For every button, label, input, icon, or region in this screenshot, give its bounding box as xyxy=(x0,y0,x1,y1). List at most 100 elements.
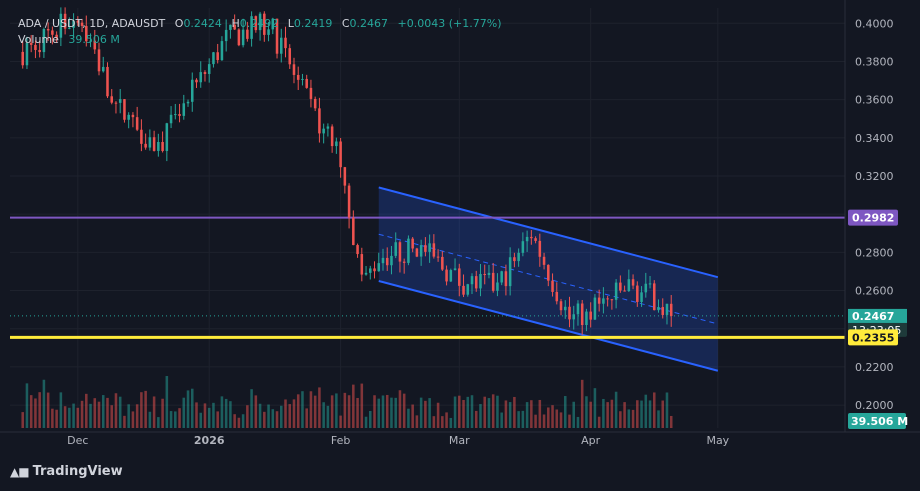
volume-bar xyxy=(161,398,164,428)
resistance-badge: 0.2982 xyxy=(852,212,894,225)
candle-body xyxy=(369,268,372,273)
volume-bar xyxy=(428,398,431,428)
volume-bar xyxy=(555,409,559,428)
x-tick-label: 2026 xyxy=(194,434,225,447)
volume-bar xyxy=(38,392,41,428)
candle-body xyxy=(89,40,92,42)
volume-bar xyxy=(661,400,665,428)
candle-body xyxy=(474,276,478,289)
volume-bar xyxy=(559,412,563,428)
candle-body xyxy=(394,242,397,256)
volume-bar xyxy=(445,412,448,428)
tradingview-footer[interactable]: ▲■ TradingView xyxy=(10,464,123,479)
symbol-label[interactable]: ADA / USDT, 1D, ADAUSDT xyxy=(18,17,166,30)
y-tick-label: 0.4000 xyxy=(855,17,894,30)
candle-body xyxy=(135,117,139,130)
candle-body xyxy=(644,283,648,293)
volume-bar xyxy=(614,391,618,428)
volume-bar xyxy=(487,398,491,428)
candle-body xyxy=(339,141,342,168)
volume-bar xyxy=(585,396,588,428)
volume-bar xyxy=(199,412,203,428)
candle-body xyxy=(68,27,71,29)
volume-bar xyxy=(250,389,253,428)
volume-bar xyxy=(335,393,338,428)
high-value: 0.2492 xyxy=(239,17,279,30)
volume-bar xyxy=(292,399,296,428)
x-tick-label: May xyxy=(706,434,729,447)
volume-bar xyxy=(305,408,308,428)
candle-body xyxy=(347,185,351,218)
candle-body xyxy=(652,283,656,311)
volume-bar xyxy=(271,409,275,428)
volume-bar xyxy=(538,399,542,428)
candle-body xyxy=(292,64,296,75)
resistance-badge-bg xyxy=(848,209,898,226)
volume-bar xyxy=(220,396,224,428)
candle-body xyxy=(542,256,546,265)
candle-body xyxy=(597,297,601,304)
volume-bar xyxy=(101,395,105,428)
candle-body xyxy=(144,143,147,148)
volume-bar xyxy=(551,405,554,428)
volume-bar xyxy=(441,416,444,428)
volume-bar xyxy=(500,412,503,428)
volume-bar xyxy=(110,405,113,428)
volume-bar xyxy=(246,405,249,428)
volume-bar xyxy=(619,411,622,428)
volume-bar xyxy=(597,416,601,428)
candle-body xyxy=(521,241,525,253)
volume-bar xyxy=(385,394,389,428)
volume-bar xyxy=(593,388,597,428)
volume-bar xyxy=(148,411,152,428)
volume-bar xyxy=(347,395,351,428)
y-tick-label: 0.3600 xyxy=(855,94,894,107)
candle-body xyxy=(229,24,232,30)
volume-bar xyxy=(186,390,190,428)
candle-body xyxy=(106,66,109,97)
volume-bar xyxy=(195,402,198,428)
volume-bar xyxy=(318,387,321,428)
candle-body xyxy=(500,271,503,283)
volume-bar xyxy=(267,404,270,428)
candle-body xyxy=(301,78,304,80)
candle-body xyxy=(462,285,465,295)
candle-body xyxy=(432,243,436,257)
volume-bar xyxy=(436,402,440,428)
candle-body xyxy=(148,137,152,148)
candle-body xyxy=(411,238,414,249)
candle-body xyxy=(267,29,270,35)
tradingview-logo-icon: ▲■ xyxy=(10,464,30,479)
volume-bar xyxy=(652,392,656,428)
y-tick-label: 0.2200 xyxy=(855,361,894,374)
volume-bar xyxy=(364,416,368,428)
candle-body xyxy=(190,79,194,102)
candle-body xyxy=(174,114,177,116)
candle-body xyxy=(207,64,211,74)
candle-body xyxy=(538,240,542,257)
volume-bar xyxy=(580,379,584,428)
x-tick-label: Feb xyxy=(331,434,350,447)
last-price-badge: 0.2467 xyxy=(852,310,894,323)
volume-bar xyxy=(237,417,241,428)
candle-body xyxy=(182,103,186,116)
candle-body xyxy=(51,30,54,35)
volume-bar xyxy=(390,397,393,428)
volume-bar xyxy=(411,404,414,428)
candle-body xyxy=(593,297,597,320)
candle-body xyxy=(665,303,669,315)
candle-body xyxy=(555,291,559,302)
candle-body xyxy=(381,257,385,264)
candle-body xyxy=(93,40,97,50)
candle-body xyxy=(254,16,258,31)
volume-bar xyxy=(284,399,287,428)
candle-body xyxy=(508,257,512,287)
candle-body xyxy=(123,99,126,120)
volume-bar xyxy=(42,379,46,428)
candle-body xyxy=(55,34,58,38)
candle-body xyxy=(491,272,495,291)
candle-body xyxy=(199,72,203,83)
candle-body xyxy=(305,78,308,88)
volume-label[interactable]: Volume xyxy=(18,33,59,46)
